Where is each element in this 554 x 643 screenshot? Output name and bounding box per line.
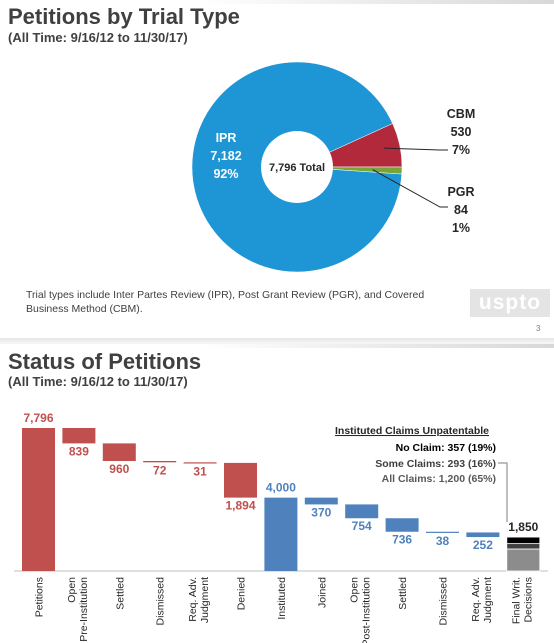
page-title: Petitions by Trial Type bbox=[8, 4, 240, 29]
pie-label-cbm-value: 530 bbox=[451, 125, 472, 139]
footnote: Trial types include Inter Partes Review … bbox=[26, 289, 425, 315]
bar-settled-9 bbox=[385, 518, 419, 532]
annotation-no-claim: No Claim: 357 (19%) bbox=[396, 442, 496, 454]
bar-dismissed-10 bbox=[426, 531, 459, 533]
category-label-req-adv-judgment-11: Req. Adv.Judgment bbox=[470, 577, 494, 623]
waterfall-chart: 7,796 839 960 72 31 1,894 4,000 370 754 736 38 252 1… bbox=[14, 411, 548, 643]
value-label-joined-7: 370 bbox=[311, 505, 331, 519]
page-subtitle: (All Time: 9/16/12 to 11/30/17) bbox=[8, 30, 188, 45]
value-label-instituted-6: 4,000 bbox=[266, 481, 296, 495]
bar-joined-7 bbox=[304, 497, 338, 505]
category-label-joined-7: Joined bbox=[316, 577, 328, 608]
bar-open-post-institution-8 bbox=[345, 504, 379, 519]
annotation-heading: Instituted Claims Unpatentable bbox=[335, 425, 489, 437]
pie-leader-cbm bbox=[384, 147, 448, 151]
pie-label-ipr-percent: 92% bbox=[213, 167, 238, 181]
page-title: Status of Petitions bbox=[8, 349, 202, 374]
bar-final-no-claim bbox=[506, 536, 541, 545]
value-label-final-writ-decisions-12: 1,850 bbox=[508, 520, 538, 534]
value-label-req-adv-judgment-4: 31 bbox=[193, 465, 207, 479]
bar-final-all-claims bbox=[506, 548, 541, 572]
bar-denied-5 bbox=[224, 462, 257, 498]
category-label-settled-9: Settled bbox=[397, 577, 409, 610]
pie-label-pgr-name: PGR bbox=[447, 185, 474, 199]
slide-status: Status of Petitions (All Time: 9/16/12 t… bbox=[0, 344, 554, 643]
category-label-final-writ-decisions-12: Final Writ.Decisions bbox=[510, 577, 534, 624]
pie-label-pgr-value: 84 bbox=[454, 203, 468, 217]
bar-petitions-0 bbox=[22, 428, 55, 571]
claims-annotation: Instituted Claims Unpatentable No Claim:… bbox=[335, 425, 508, 522]
value-label-req-adv-judgment-11: 252 bbox=[473, 538, 493, 552]
value-label-denied-5: 1,894 bbox=[225, 499, 255, 513]
slide-top-rule bbox=[200, 344, 554, 348]
pie-center-label: 7,796 Total bbox=[269, 162, 325, 174]
pie-label-pgr-percent: 1% bbox=[452, 221, 470, 235]
value-label-settled-9: 736 bbox=[392, 533, 412, 547]
bar-req-adv-judgment-11 bbox=[466, 532, 500, 538]
bar-req-adv-judgment-4 bbox=[183, 462, 217, 464]
slide-trial-type: Petitions by Trial Type (All Time: 9/16/… bbox=[8, 0, 554, 333]
slide-divider bbox=[0, 338, 554, 344]
annotation-bracket bbox=[498, 462, 508, 522]
category-label-settled-2: Settled bbox=[114, 577, 126, 610]
pie-label-cbm-percent: 7% bbox=[452, 143, 470, 157]
bar-settled-2 bbox=[102, 443, 136, 461]
bar-dismissed-3 bbox=[143, 461, 177, 463]
value-label-petitions-0: 7,796 bbox=[23, 411, 53, 425]
category-label-open-pre-institution-1: OpenPre-Institution bbox=[66, 577, 90, 642]
value-label-dismissed-3: 72 bbox=[153, 463, 167, 477]
pie-center-hole bbox=[261, 131, 333, 203]
category-label-instituted-6: Instituted bbox=[276, 577, 288, 620]
slide-top-rule bbox=[200, 0, 554, 4]
bar-instituted-6 bbox=[264, 497, 298, 571]
category-label-denied-5: Denied bbox=[236, 577, 248, 610]
page-subtitle: (All Time: 9/16/12 to 11/30/17) bbox=[8, 374, 188, 389]
annotation-all-claims: All Claims: 1,200 (65%) bbox=[382, 473, 496, 485]
annotation-some-claims: Some Claims: 293 (16%) bbox=[375, 458, 496, 470]
value-label-open-pre-institution-1: 839 bbox=[69, 444, 89, 458]
pie-label-ipr-name: IPR bbox=[216, 131, 237, 145]
uspto-logo: uspto bbox=[470, 289, 550, 317]
bar-final-some-claims bbox=[506, 543, 541, 550]
category-label-petitions-0: Petitions bbox=[34, 577, 46, 617]
pie-label-ipr-value: 7,182 bbox=[210, 149, 241, 163]
category-label-dismissed-10: Dismissed bbox=[438, 577, 450, 626]
category-label-dismissed-3: Dismissed bbox=[155, 577, 167, 626]
page-number: 3 bbox=[536, 324, 541, 333]
pie-label-cbm-name: CBM bbox=[447, 107, 475, 121]
category-label-req-adv-judgment-4: Req. Adv.Judgment bbox=[187, 577, 211, 623]
value-label-open-post-institution-8: 754 bbox=[352, 519, 372, 533]
value-label-settled-2: 960 bbox=[109, 462, 129, 476]
category-label-open-post-institution-8: OpenPost-Institution bbox=[349, 577, 373, 643]
pie-leader-pgr bbox=[372, 169, 448, 208]
value-label-dismissed-10: 38 bbox=[436, 534, 450, 548]
pie-chart: 7,796 Total IPR 7,182 92% CBM 530 7% PGR 84 1% bbox=[191, 61, 475, 273]
bar-open-pre-institution-1 bbox=[62, 428, 96, 444]
